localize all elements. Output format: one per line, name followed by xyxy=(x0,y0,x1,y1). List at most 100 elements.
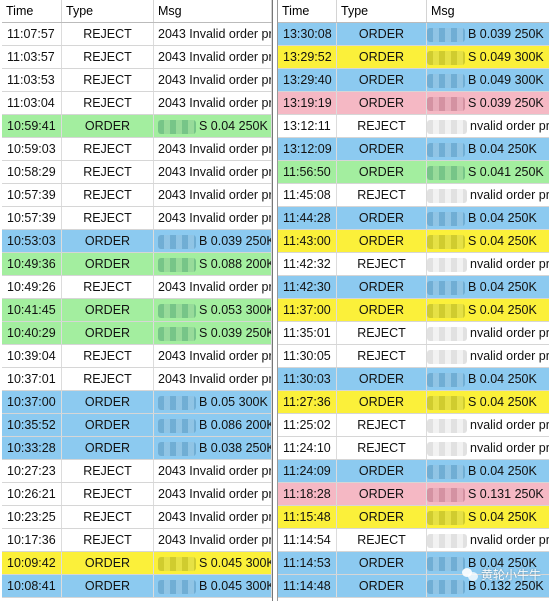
table-row[interactable]: 10:09:42 ORDER S 0.045 300K xyxy=(2,552,272,575)
table-row[interactable]: 10:08:41 ORDER B 0.045 300K xyxy=(2,575,272,598)
left-table-body: 11:07:57 REJECT 2043 Invalid order pri 11:0… xyxy=(2,23,272,598)
cell-msg: 2043 Invalid order pri xyxy=(154,529,272,551)
table-row[interactable]: 11:27:36 ORDER S 0.04 250K xyxy=(278,391,549,414)
cell-type: REJECT xyxy=(62,161,154,183)
cell-msg-text: 2043 Invalid order pri xyxy=(158,464,272,478)
cell-msg: nvalid order pri xyxy=(427,253,549,275)
cell-time: 11:03:53 xyxy=(2,69,62,91)
cell-time: 11:35:01 xyxy=(278,322,337,344)
table-row[interactable]: 10:58:29 REJECT 2043 Invalid order pri xyxy=(2,161,272,184)
table-row[interactable]: 11:30:03 ORDER B 0.04 250K xyxy=(278,368,549,391)
redacted-blur xyxy=(427,441,467,456)
table-row[interactable]: 10:33:28 ORDER B 0.038 250K xyxy=(2,437,272,460)
cell-time: 10:23:25 xyxy=(2,506,62,528)
cell-msg: 2043 Invalid order pri xyxy=(154,161,272,183)
table-row[interactable]: 10:35:52 ORDER B 0.086 200K xyxy=(2,414,272,437)
table-row[interactable]: 10:37:01 REJECT 2043 Invalid order pri xyxy=(2,368,272,391)
cell-msg: 2043 Invalid order pri xyxy=(154,460,272,482)
cell-msg-text: 2043 Invalid order pri xyxy=(158,73,272,87)
cell-msg-text: S 0.04 250K xyxy=(468,234,537,248)
column-header-time[interactable]: Time xyxy=(2,0,62,22)
cell-msg-text: 2043 Invalid order pri xyxy=(158,533,272,547)
table-row[interactable]: 11:45:08 REJECT nvalid order pri xyxy=(278,184,549,207)
table-row[interactable]: 10:59:03 REJECT 2043 Invalid order pri xyxy=(2,138,272,161)
table-row[interactable]: 11:44:28 ORDER B 0.04 250K xyxy=(278,207,549,230)
cell-time: 11:30:05 xyxy=(278,345,337,367)
cell-type: ORDER xyxy=(62,299,154,321)
table-row[interactable]: 13:29:40 ORDER B 0.049 300K xyxy=(278,69,549,92)
table-row[interactable]: 11:03:04 REJECT 2043 Invalid order pri xyxy=(2,92,272,115)
table-row[interactable]: 11:15:48 ORDER S 0.04 250K xyxy=(278,506,549,529)
table-row[interactable]: 10:57:39 REJECT 2043 Invalid order pri xyxy=(2,207,272,230)
table-row[interactable]: 11:24:09 ORDER B 0.04 250K xyxy=(278,460,549,483)
table-row[interactable]: 13:30:08 ORDER B 0.039 250K xyxy=(278,23,549,46)
cell-type: REJECT xyxy=(62,460,154,482)
redacted-blur xyxy=(158,326,196,341)
cell-time: 11:24:09 xyxy=(278,460,337,482)
table-row[interactable]: 13:12:11 REJECT nvalid order pri xyxy=(278,115,549,138)
table-row[interactable]: 10:27:23 REJECT 2043 Invalid order pri xyxy=(2,460,272,483)
cell-msg-text: 2043 Invalid order pri xyxy=(158,27,272,41)
table-row[interactable]: 11:24:10 REJECT nvalid order pri xyxy=(278,437,549,460)
cell-msg-text: S 0.041 250K xyxy=(468,165,544,179)
table-row[interactable]: 11:43:00 ORDER S 0.04 250K xyxy=(278,230,549,253)
table-row[interactable]: 10:41:45 ORDER S 0.053 300K xyxy=(2,299,272,322)
table-row[interactable]: 11:42:30 ORDER B 0.04 250K xyxy=(278,276,549,299)
redacted-blur xyxy=(427,579,465,594)
cell-type: REJECT xyxy=(337,115,427,137)
cell-time: 11:43:00 xyxy=(278,230,337,252)
table-row[interactable]: 11:56:50 ORDER S 0.041 250K xyxy=(278,161,549,184)
table-row[interactable]: 11:03:53 REJECT 2043 Invalid order pri xyxy=(2,69,272,92)
table-row[interactable]: 10:59:41 ORDER S 0.04 250K xyxy=(2,115,272,138)
cell-type: REJECT xyxy=(337,184,427,206)
table-row[interactable]: 11:03:57 REJECT 2043 Invalid order pri xyxy=(2,46,272,69)
table-row[interactable]: 11:25:02 REJECT nvalid order pri xyxy=(278,414,549,437)
table-row[interactable]: 10:39:04 REJECT 2043 Invalid order pri xyxy=(2,345,272,368)
table-row[interactable]: 10:40:29 ORDER S 0.039 250K xyxy=(2,322,272,345)
table-row[interactable]: 10:26:21 REJECT 2043 Invalid order pri xyxy=(2,483,272,506)
table-row[interactable]: 11:37:00 ORDER S 0.04 250K xyxy=(278,299,549,322)
table-row[interactable]: 10:17:36 REJECT 2043 Invalid order pri xyxy=(2,529,272,552)
column-header-time[interactable]: Time xyxy=(278,0,337,22)
table-row[interactable]: 10:49:36 ORDER S 0.088 200K xyxy=(2,253,272,276)
cell-time: 10:57:39 xyxy=(2,207,62,229)
cell-time: 11:14:54 xyxy=(278,529,337,551)
column-header-type[interactable]: Type xyxy=(62,0,154,22)
table-row[interactable]: 11:14:54 REJECT nvalid order pri xyxy=(278,529,549,552)
table-row[interactable]: 11:07:57 REJECT 2043 Invalid order pri xyxy=(2,23,272,46)
table-row[interactable]: 10:37:00 ORDER B 0.05 300K xyxy=(2,391,272,414)
cell-msg-text: nvalid order pri xyxy=(470,418,549,432)
redacted-blur xyxy=(427,211,465,226)
column-header-type[interactable]: Type xyxy=(337,0,427,22)
table-row[interactable]: 11:14:53 ORDER B 0.04 250K xyxy=(278,552,549,575)
table-row[interactable]: 10:23:25 REJECT 2043 Invalid order pri xyxy=(2,506,272,529)
cell-msg: S 0.04 250K xyxy=(427,230,549,252)
redacted-blur xyxy=(158,257,196,272)
table-row[interactable]: 10:57:39 REJECT 2043 Invalid order pri xyxy=(2,184,272,207)
cell-time: 10:17:36 xyxy=(2,529,62,551)
cell-msg-text: B 0.132 250K xyxy=(468,579,544,593)
table-row[interactable]: 11:35:01 REJECT nvalid order pri xyxy=(278,322,549,345)
redacted-blur xyxy=(158,418,196,433)
cell-type: ORDER xyxy=(337,391,427,413)
table-row[interactable]: 13:19:19 ORDER S 0.039 250K xyxy=(278,92,549,115)
cell-msg-text: 2043 Invalid order pri xyxy=(158,487,272,501)
cell-msg-text: S 0.04 250K xyxy=(468,303,537,317)
table-row[interactable]: 13:29:52 ORDER S 0.049 300K xyxy=(278,46,549,69)
table-row[interactable]: 13:12:09 ORDER B 0.04 250K xyxy=(278,138,549,161)
cell-msg: B 0.04 250K xyxy=(427,552,549,574)
column-header-msg[interactable]: Msg xyxy=(154,0,272,22)
cell-msg-text: 2043 Invalid order pri xyxy=(158,142,272,156)
table-row[interactable]: 10:49:26 REJECT 2043 Invalid order pri xyxy=(2,276,272,299)
table-row[interactable]: 10:53:03 ORDER B 0.039 250K xyxy=(2,230,272,253)
column-header-msg[interactable]: Msg xyxy=(427,0,549,22)
cell-msg-text: B 0.039 250K xyxy=(468,27,544,41)
cell-type: ORDER xyxy=(337,92,427,114)
table-row[interactable]: 11:14:48 ORDER B 0.132 250K xyxy=(278,575,549,598)
left-order-table: Time Type Msg 11:07:57 REJECT 2043 Invalid… xyxy=(2,0,273,601)
table-row[interactable]: 11:30:05 REJECT nvalid order pri xyxy=(278,345,549,368)
table-row[interactable]: 11:18:28 ORDER S 0.131 250K xyxy=(278,483,549,506)
cell-type: REJECT xyxy=(62,506,154,528)
table-row[interactable]: 11:42:32 REJECT nvalid order pri xyxy=(278,253,549,276)
cell-type: REJECT xyxy=(337,414,427,436)
